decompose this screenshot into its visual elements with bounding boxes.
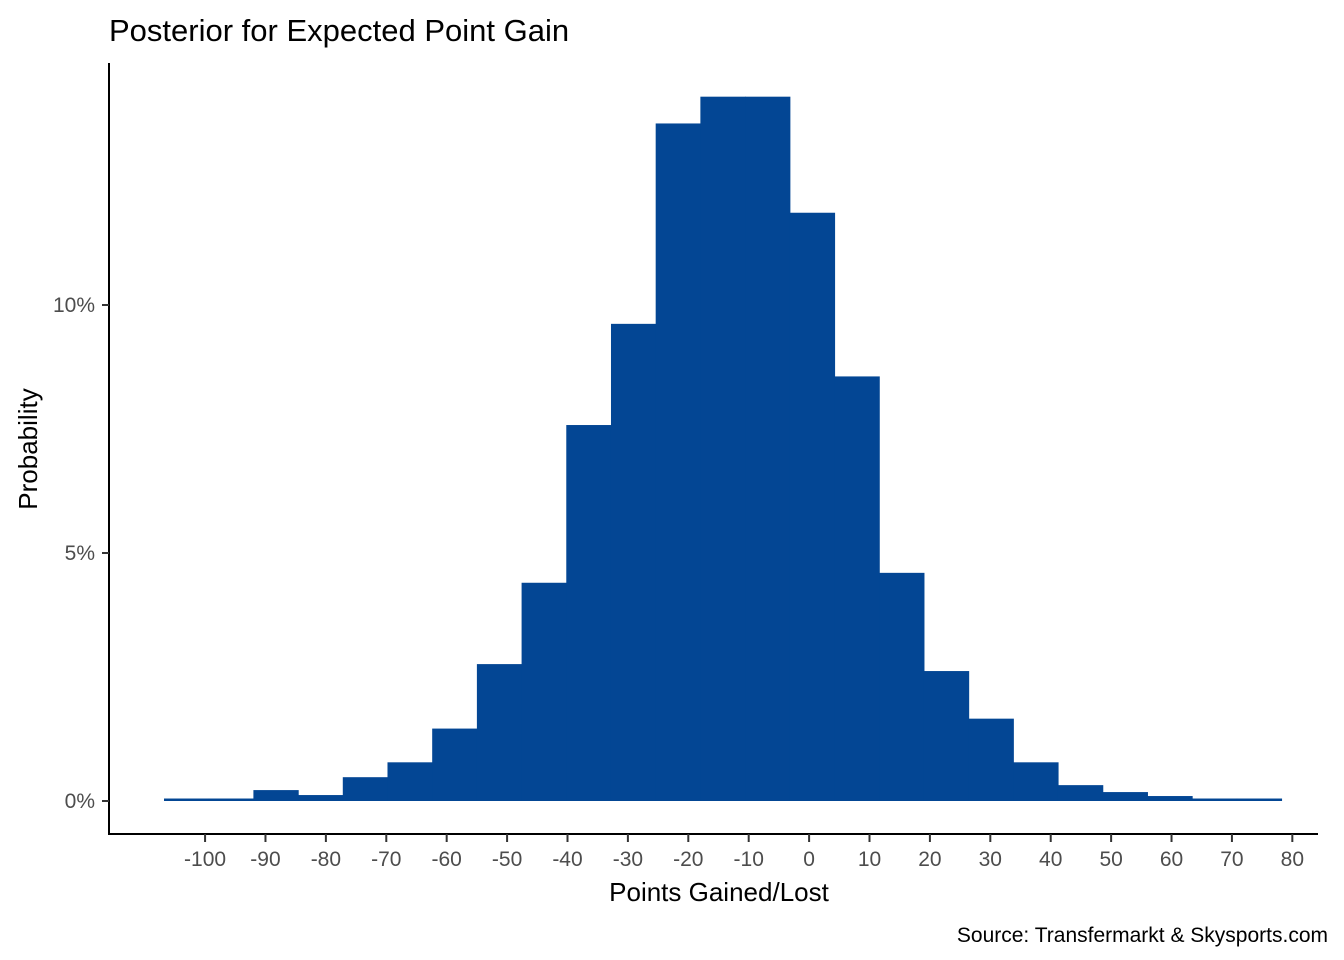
x-tick-label: 60 [1160,848,1183,871]
x-tick-label: -60 [432,848,462,871]
x-tick-label: -30 [613,848,643,871]
histogram-bar [566,425,612,801]
x-tick-label: -20 [673,848,703,871]
histogram-bar [253,790,299,801]
x-tick-label: -10 [734,848,764,871]
x-tick-label: 70 [1220,848,1243,871]
histogram-bar [342,777,389,801]
y-tick-label: 0% [65,790,95,813]
x-tick-label: -90 [250,848,280,871]
chart-title: Posterior for Expected Point Gain [109,13,569,48]
histogram-bar [610,323,657,801]
x-tick-label: 0 [803,848,815,871]
histogram-bar [1102,792,1148,801]
y-axis-ticks: 0% 5% 10% [53,294,109,813]
histogram-bar [298,795,344,801]
histogram-bar [655,123,701,801]
histogram-bars [164,96,1283,802]
x-tick-label: 80 [1281,848,1304,871]
histogram-bar [1057,785,1104,801]
histogram-bar [879,572,925,801]
histogram-bar [923,671,970,801]
x-tick-label: -50 [492,848,522,871]
x-tick-label: 10 [858,848,881,871]
histogram-bar [521,582,567,801]
y-tick-label: 5% [65,542,95,565]
histogram-bar [476,664,523,801]
x-tick-label: -40 [552,848,582,871]
histogram-bar [834,376,880,801]
x-tick-label: 20 [918,848,941,871]
histogram-bar [789,212,836,802]
x-tick-label: -80 [311,848,341,871]
y-tick-label: 10% [53,294,95,317]
histogram-bar [1147,796,1193,801]
histogram-bar [432,728,478,801]
histogram-bar [700,96,746,802]
histogram-bar [1192,798,1238,801]
histogram-bar [1236,798,1283,801]
histogram-bar [208,798,254,801]
histogram-bar [387,762,433,801]
chart-caption: Source: Transfermarkt & Skysports.com [957,924,1328,947]
x-tick-label: -70 [371,848,401,871]
x-tick-label: -100 [184,848,226,871]
histogram-bar [164,798,210,801]
x-axis-ticks: -100 -90 -80 -70 -60 -50 -40 -30 -20 -10 0 10 20 30 40… [184,834,1304,871]
y-axis-title: Probability [13,388,43,509]
x-tick-label: 40 [1039,848,1062,871]
x-tick-label: 50 [1099,848,1122,871]
histogram-bar [745,96,791,802]
x-tick-label: 30 [979,848,1002,871]
x-axis-title: Points Gained/Lost [609,877,829,907]
histogram-bar [968,718,1014,801]
histogram-bar [1013,762,1059,801]
